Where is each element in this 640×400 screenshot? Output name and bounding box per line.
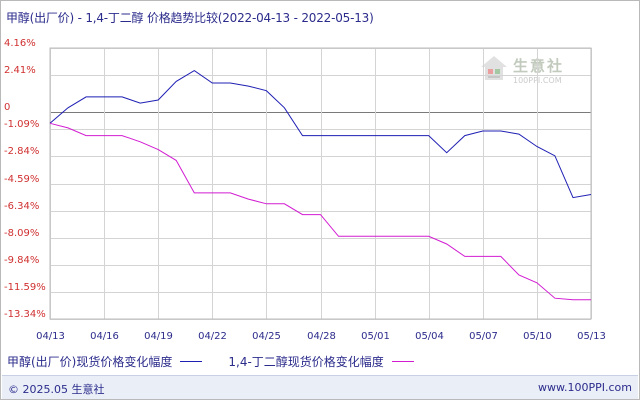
x-tick-label: 04/16 <box>90 331 119 342</box>
x-tick-label: 05/10 <box>523 331 552 342</box>
x-tick-labels: 04/13 04/16 04/19 04/22 04/25 04/28 05/01 05/04… <box>36 331 606 342</box>
y-tick-label: -13.34% <box>4 309 46 320</box>
axes <box>49 47 592 320</box>
grid <box>50 48 592 320</box>
plot-area-border <box>49 47 592 320</box>
x-tick-label: 04/28 <box>307 331 336 342</box>
footer-site-link[interactable]: www.100PPI.com <box>538 381 632 394</box>
chart-title: 甲醇(出厂价) - 1,4-丁二醇 价格趋势比较(2022-04-13 - 20… <box>6 11 374 25</box>
y-tick-label: 4.16% <box>4 38 36 49</box>
legend-label-series1: 甲醇(出厂价)现货价格变化幅度 <box>7 355 173 369</box>
y-tick-label: -1.09% <box>4 119 39 130</box>
legend-swatch-series2 <box>391 361 414 362</box>
x-tick-label: 05/13 <box>577 331 606 342</box>
x-tick-label: 04/13 <box>36 331 65 342</box>
y-tick-labels: 4.16% 2.41% 0 -1.09% -2.84% -4.59% -6.34% -8.09… <box>4 38 46 320</box>
y-tick-label: -8.09% <box>4 228 39 239</box>
y-tick-label: -2.84% <box>4 146 39 157</box>
x-tick-label: 05/01 <box>361 331 390 342</box>
line-chart: 4.16% 2.41% 0 -1.09% -2.84% -4.59% -6.34% -8.09… <box>4 38 606 342</box>
footer-bar: © 2025.05 生意社 www.100PPI.com <box>2 375 638 399</box>
y-tick-label: 0 <box>4 102 10 113</box>
legend-swatch-series1 <box>180 361 203 362</box>
y-tick-label: -9.84% <box>4 255 39 266</box>
footer-copyright: © 2025.05 生意社 <box>8 383 105 396</box>
series-line-1 <box>49 70 592 199</box>
y-tick-label: -11.59% <box>4 282 46 293</box>
x-tick-label: 04/19 <box>144 331 173 342</box>
house-logo-icon <box>481 56 507 80</box>
legend: 甲醇(出厂价)现货价格变化幅度 1,4-丁二醇现货价格变化幅度 <box>7 353 440 370</box>
legend-item-series2: 1,4-丁二醇现货价格变化幅度 <box>228 353 414 370</box>
legend-item-series1: 甲醇(出厂价)现货价格变化幅度 <box>7 353 203 370</box>
x-tick-label: 05/07 <box>469 331 498 342</box>
series-line-2 <box>49 122 591 301</box>
x-tick-label: 05/04 <box>415 331 444 342</box>
x-tick-label: 04/22 <box>198 331 227 342</box>
y-tick-label: 2.41% <box>4 65 36 76</box>
legend-label-series2: 1,4-丁二醇现货价格变化幅度 <box>228 355 384 369</box>
series-lines <box>49 70 592 301</box>
y-tick-label: -6.34% <box>4 201 39 212</box>
x-tick-label: 04/25 <box>252 331 281 342</box>
y-tick-label: -4.59% <box>4 174 39 185</box>
